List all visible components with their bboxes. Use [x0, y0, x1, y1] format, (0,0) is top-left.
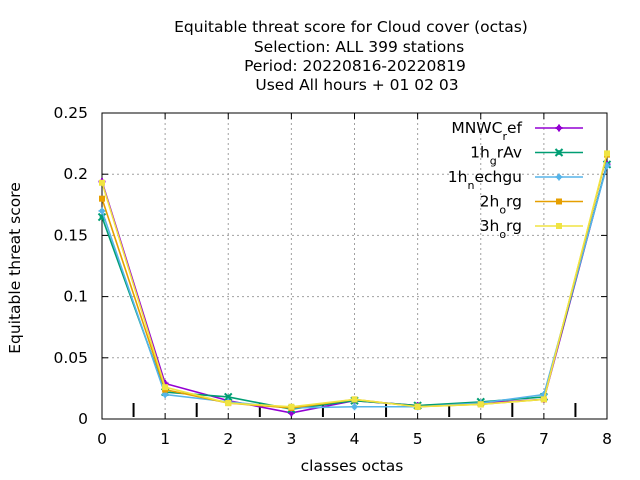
marker-dot — [351, 404, 358, 410]
data-point — [225, 400, 232, 407]
legend-marker — [554, 148, 564, 157]
title-line-4: Used All hours + 01 02 03 — [255, 76, 458, 94]
data-point — [288, 403, 295, 410]
axes — [101, 112, 608, 420]
legend-label: 2horg — [480, 193, 522, 217]
marker-dot — [225, 394, 231, 400]
legend-entry: 1hgrAv — [470, 144, 583, 168]
marker-dot — [556, 125, 562, 131]
data-point — [477, 401, 484, 408]
legend-marker — [555, 173, 563, 181]
y-tick-label: 0.25 — [53, 104, 88, 122]
y-tick-label: 0.2 — [63, 165, 88, 183]
x-tick-label: 0 — [97, 430, 107, 448]
legend-entry: 3horg — [480, 217, 583, 241]
x-tick-label: 3 — [286, 430, 296, 448]
x-tick-label: 4 — [350, 430, 360, 448]
data-point — [540, 396, 547, 403]
data-point — [98, 207, 106, 215]
series-line — [101, 164, 608, 411]
legend-entry: 1hnechgu — [448, 168, 583, 192]
grid — [102, 113, 607, 419]
chart-title: Equitable threat score for Cloud cover (… — [174, 18, 528, 94]
legend-entry: MNWCref — [451, 119, 583, 143]
legend-marker — [556, 223, 562, 229]
data-point — [351, 396, 358, 403]
data-point — [99, 195, 105, 202]
y-tick-label: 0.05 — [53, 349, 88, 367]
legend-entry: 2horg — [480, 193, 583, 217]
data-point — [604, 150, 610, 157]
title-line-1: Equitable threat score for Cloud cover (… — [174, 18, 528, 36]
y-tick-label: 0.15 — [53, 226, 88, 244]
data-point — [99, 179, 105, 186]
data-point — [603, 162, 611, 170]
title-line-3: Period: 20220816-20220819 — [244, 57, 466, 75]
marker-dot — [162, 391, 168, 398]
x-tick-label: 8 — [602, 430, 612, 448]
data-point — [351, 403, 358, 411]
series-layer — [97, 150, 612, 417]
title-line-2: Selection: ALL 399 stations — [254, 38, 464, 56]
legend-label: 1hgrAv — [470, 144, 522, 168]
series-4 — [99, 151, 610, 411]
data-point — [414, 403, 421, 410]
legend-label: 3horg — [480, 217, 522, 241]
marker-dot — [99, 208, 105, 214]
data-point — [224, 392, 233, 402]
x-tick-label: 1 — [160, 430, 170, 448]
legend-label: 1hnechgu — [448, 168, 522, 192]
tick-labels: 0 1 2 3 4 5 6 7 8 0 0.05 0.1 0.15 0.2 0.25 — [53, 104, 611, 448]
x-tick-label: 7 — [539, 430, 549, 448]
x-tick-label: 5 — [413, 430, 423, 448]
x-tick-label: 2 — [223, 430, 233, 448]
series-5 — [99, 150, 610, 410]
y-axis-label: Equitable threat score — [6, 182, 24, 354]
legend-marker — [555, 124, 563, 132]
x-tick-label: 6 — [476, 430, 486, 448]
y-tick-label: 0 — [78, 410, 88, 428]
y-tick-label: 0.1 — [63, 288, 88, 306]
marker-dot — [556, 174, 562, 180]
marker-dot — [604, 163, 610, 169]
series-line — [101, 165, 608, 409]
marker-dot — [556, 150, 562, 155]
legend-label: MNWCref — [451, 119, 522, 143]
x-axis-label: classes octas — [301, 457, 404, 475]
data-point — [162, 384, 169, 391]
legend-marker — [556, 198, 562, 205]
